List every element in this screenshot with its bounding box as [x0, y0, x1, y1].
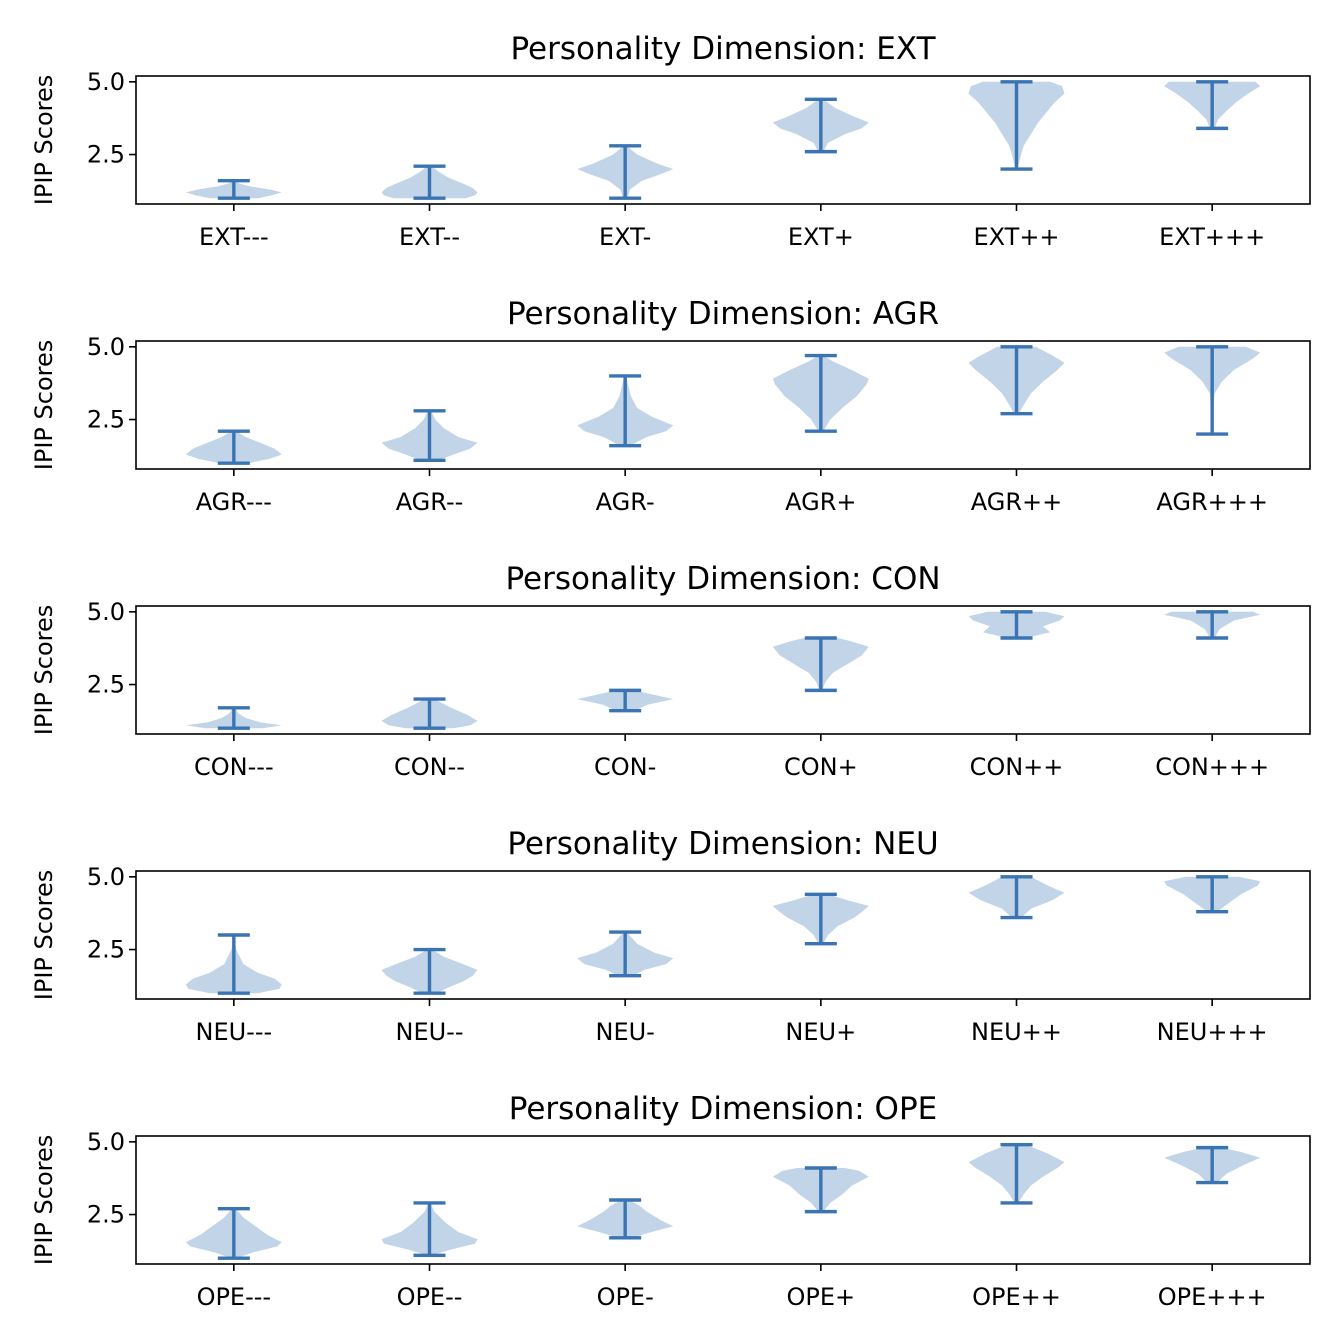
- y-axis-label-neu: IPIP Scores: [30, 870, 58, 1000]
- axes-frame-agr: [135, 340, 1311, 470]
- x-tick-label-EXT--: EXT--: [399, 223, 460, 251]
- x-tick-label-AGR++: AGR++: [971, 488, 1063, 516]
- y-tick-label-ext: 2.5: [87, 141, 125, 169]
- y-tick-label-neu: 2.5: [87, 936, 125, 964]
- y-tick-label-agr: 2.5: [87, 406, 125, 434]
- axes-frame-ext: [135, 75, 1311, 205]
- y-tick-label-neu: 5.0: [87, 863, 125, 891]
- chart-title-con: Personality Dimension: CON: [505, 561, 940, 597]
- x-tick-label-NEU+++: NEU+++: [1157, 1018, 1268, 1046]
- axes-frame-neu: [135, 870, 1311, 1000]
- y-tick-label-ope: 5.0: [87, 1128, 125, 1156]
- x-tick-label-EXT+++: EXT+++: [1159, 223, 1265, 251]
- y-axis-label-ope: IPIP Scores: [30, 1135, 58, 1265]
- x-tick-label-CON---: CON---: [194, 753, 274, 781]
- y-tick-label-ext: 5.0: [87, 68, 125, 96]
- y-tick-label-ope: 2.5: [87, 1201, 125, 1229]
- x-tick-label-OPE---: OPE---: [197, 1283, 272, 1311]
- x-tick-label-OPE++: OPE++: [972, 1283, 1061, 1311]
- chart-title-ope: Personality Dimension: OPE: [509, 1091, 938, 1127]
- axes-frame-con: [135, 605, 1311, 735]
- x-tick-label-NEU++: NEU++: [971, 1018, 1062, 1046]
- x-tick-label-NEU+: NEU+: [785, 1018, 856, 1046]
- x-tick-label-NEU-: NEU-: [595, 1018, 654, 1046]
- x-tick-label-EXT---: EXT---: [199, 223, 269, 251]
- x-tick-label-OPE-: OPE-: [597, 1283, 654, 1311]
- axes-frame-ope: [135, 1135, 1311, 1265]
- x-tick-label-OPE--: OPE--: [397, 1283, 463, 1311]
- x-tick-label-CON+: CON+: [784, 753, 858, 781]
- x-tick-label-NEU--: NEU--: [395, 1018, 463, 1046]
- y-tick-label-con: 2.5: [87, 671, 125, 699]
- x-tick-label-AGR---: AGR---: [196, 488, 272, 516]
- x-tick-label-AGR-: AGR-: [596, 488, 655, 516]
- y-axis-label-ext: IPIP Scores: [30, 75, 58, 205]
- chart-title-agr: Personality Dimension: AGR: [507, 296, 939, 332]
- y-tick-label-agr: 5.0: [87, 333, 125, 361]
- chart-title-neu: Personality Dimension: NEU: [507, 826, 938, 862]
- x-tick-label-CON+++: CON+++: [1155, 753, 1269, 781]
- x-tick-label-OPE+: OPE+: [787, 1283, 856, 1311]
- x-tick-label-CON-: CON-: [594, 753, 656, 781]
- x-tick-label-AGR+: AGR+: [785, 488, 856, 516]
- x-tick-label-EXT+: EXT+: [788, 223, 854, 251]
- x-tick-label-EXT-: EXT-: [599, 223, 651, 251]
- x-tick-label-AGR+++: AGR+++: [1156, 488, 1268, 516]
- x-tick-label-EXT++: EXT++: [973, 223, 1059, 251]
- x-tick-label-AGR--: AGR--: [396, 488, 464, 516]
- y-tick-label-con: 5.0: [87, 598, 125, 626]
- x-tick-label-NEU---: NEU---: [195, 1018, 272, 1046]
- x-tick-label-CON++: CON++: [970, 753, 1064, 781]
- chart-title-ext: Personality Dimension: EXT: [510, 31, 936, 67]
- y-axis-label-agr: IPIP Scores: [30, 340, 58, 470]
- x-tick-label-CON--: CON--: [394, 753, 465, 781]
- y-axis-label-con: IPIP Scores: [30, 605, 58, 735]
- x-tick-label-OPE+++: OPE+++: [1158, 1283, 1267, 1311]
